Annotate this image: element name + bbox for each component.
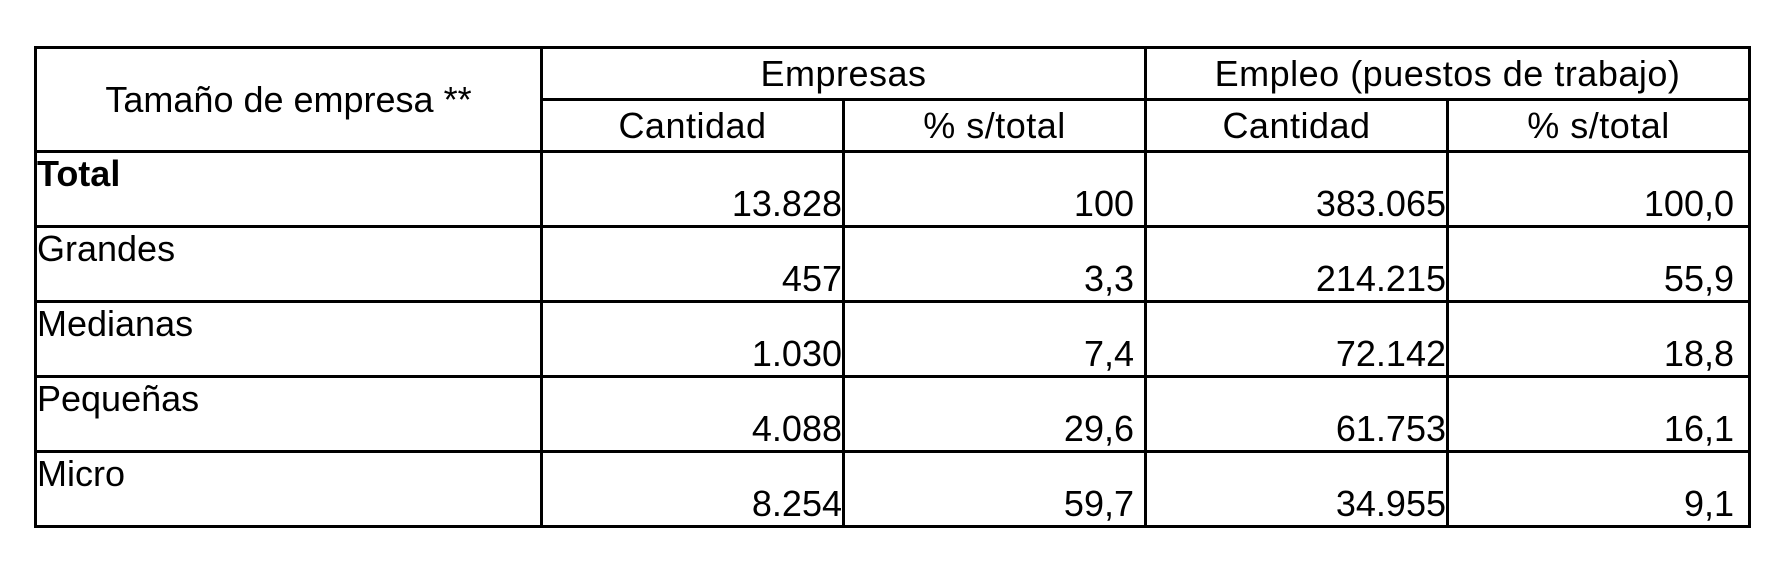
header-row-groups: Tamaño de empresa ** Empresas Empleo (pu… — [34, 46, 1751, 153]
table-row-medianas: Medianas 1.030 7,4 72.142 18,8 — [34, 300, 1751, 378]
table-row-micro: Micro 8.254 59,7 34.955 9,1 — [34, 450, 1751, 528]
cell-empleo-percent: 100,0 — [1446, 150, 1751, 228]
header-empleo-percent: % s/total — [1446, 98, 1751, 153]
header-row-subcolumns: Cantidad % s/total Cantidad % s/total — [36, 98, 1751, 153]
cell-empleo-cantidad: 214.215 — [1144, 225, 1449, 303]
cell-empleo-percent: 16,1 — [1446, 375, 1751, 453]
cell-empleo-cantidad: 72.142 — [1144, 300, 1449, 378]
cell-empleo-percent: 55,9 — [1446, 225, 1751, 303]
header-group-empresas: Empresas — [540, 46, 1147, 101]
cell-empleo-cantidad: 383.065 — [1144, 150, 1449, 228]
header-group-empleo: Empleo (puestos de trabajo) — [1144, 46, 1751, 101]
row-label: Total — [34, 150, 543, 228]
row-label: Pequeñas — [34, 375, 543, 453]
cell-empresas-percent: 29,6 — [842, 375, 1147, 453]
cell-empresas-cantidad: 457 — [540, 225, 845, 303]
cell-empresas-percent: 100 — [842, 150, 1147, 228]
row-label: Grandes — [34, 225, 543, 303]
row-label: Medianas — [34, 300, 543, 378]
cell-empleo-cantidad: 61.753 — [1144, 375, 1449, 453]
header-empleo-cantidad: Cantidad — [1144, 98, 1449, 153]
cell-empresas-cantidad: 8.254 — [540, 450, 845, 528]
cell-empresas-cantidad: 13.828 — [540, 150, 845, 228]
cell-empleo-percent: 9,1 — [1446, 450, 1751, 528]
cell-empresas-percent: 7,4 — [842, 300, 1147, 378]
cell-empresas-cantidad: 1.030 — [540, 300, 845, 378]
cell-empresas-percent: 3,3 — [842, 225, 1147, 303]
header-company-size: Tamaño de empresa ** — [34, 46, 543, 153]
table-row-total: Total 13.828 100 383.065 100,0 — [34, 150, 1751, 228]
table-row-grandes: Grandes 457 3,3 214.215 55,9 — [34, 225, 1751, 303]
header-empresas-cantidad: Cantidad — [540, 98, 845, 153]
cell-empresas-percent: 59,7 — [842, 450, 1147, 528]
cell-empleo-percent: 18,8 — [1446, 300, 1751, 378]
cell-empleo-cantidad: 34.955 — [1144, 450, 1449, 528]
cell-empresas-cantidad: 4.088 — [540, 375, 845, 453]
table-row-pequenas: Pequeñas 4.088 29,6 61.753 16,1 — [34, 375, 1751, 453]
row-label: Micro — [34, 450, 543, 528]
company-size-table: Tamaño de empresa ** Empresas Empleo (pu… — [34, 46, 1751, 528]
header-empresas-percent: % s/total — [842, 98, 1147, 153]
